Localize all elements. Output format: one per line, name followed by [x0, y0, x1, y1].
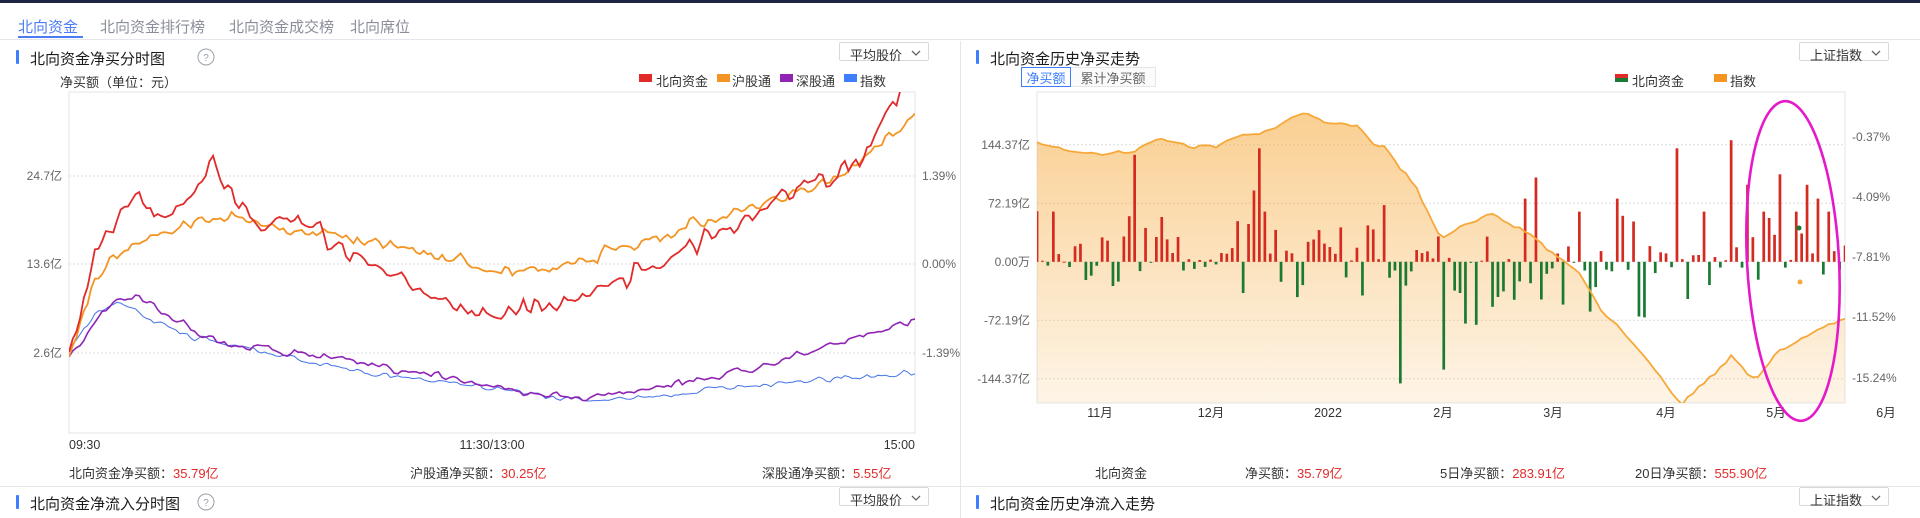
svg-text:4月: 4月	[1656, 406, 1675, 420]
svg-text:72.19亿: 72.19亿	[988, 195, 1030, 210]
svg-text:-144.37亿: -144.37亿	[977, 371, 1030, 386]
svg-text:-4.09%: -4.09%	[1852, 190, 1890, 204]
svg-text:-15.24%: -15.24%	[1852, 371, 1897, 385]
svg-text:-7.81%: -7.81%	[1852, 250, 1890, 264]
svg-text:11月: 11月	[1087, 406, 1112, 420]
svg-text:6月: 6月	[1876, 406, 1895, 420]
svg-text:2月: 2月	[1433, 406, 1452, 420]
svg-text:2022: 2022	[1314, 406, 1342, 420]
svg-text:0.00万: 0.00万	[995, 255, 1030, 269]
svg-text:12月: 12月	[1198, 406, 1224, 420]
svg-text:?: ?	[203, 498, 209, 509]
svg-text:3月: 3月	[1543, 406, 1562, 420]
svg-text:-11.52%: -11.52%	[1852, 310, 1896, 324]
svg-text:-0.37%: -0.37%	[1852, 130, 1890, 144]
svg-text:144.37亿: 144.37亿	[981, 137, 1030, 152]
svg-text:-72.19亿: -72.19亿	[984, 312, 1030, 327]
